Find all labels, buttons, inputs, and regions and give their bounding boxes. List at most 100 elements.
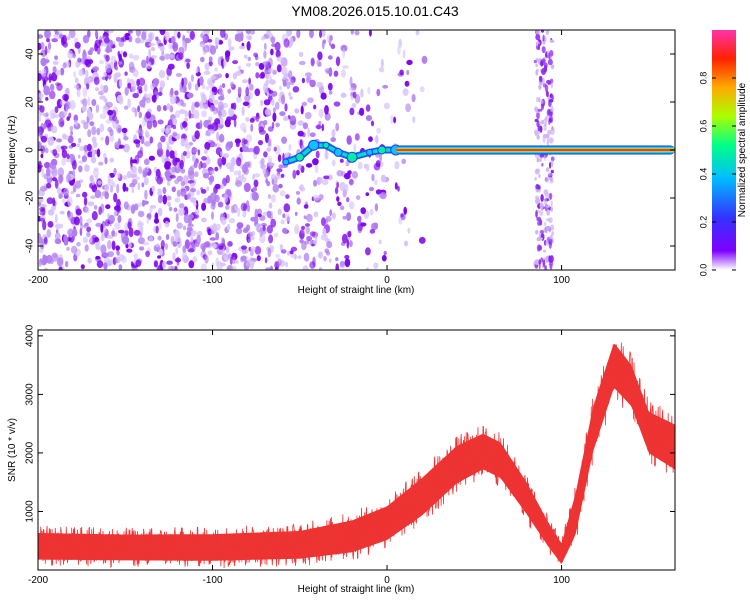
stripe-point — [545, 177, 549, 183]
noise-point — [298, 185, 303, 191]
stripe-point — [538, 84, 542, 90]
noise-point — [272, 107, 276, 113]
noise-point — [226, 116, 232, 122]
stripe-point — [543, 249, 547, 253]
noise-point — [249, 83, 254, 91]
noise-point — [144, 167, 148, 177]
noise-point — [114, 222, 121, 230]
noise-point — [58, 117, 65, 128]
noise-point — [217, 157, 223, 167]
noise-point — [262, 224, 266, 232]
noise-point — [215, 232, 220, 241]
spectral-line — [395, 145, 675, 155]
noise-point — [208, 56, 213, 63]
noise-point — [89, 236, 93, 244]
noise-point — [333, 101, 341, 107]
noise-point — [207, 39, 213, 43]
noise-point — [249, 118, 255, 123]
noise-point — [166, 180, 171, 187]
noise-point — [77, 62, 81, 66]
stripe-point — [534, 177, 537, 181]
snr-panel: -200 -100 0 100 1000 2000 3000 4000 Height of s… — [7, 324, 676, 595]
noise-point — [266, 30, 271, 37]
noise-point — [230, 103, 234, 109]
noise-point — [381, 254, 387, 262]
noise-point — [142, 241, 150, 246]
noise-point — [250, 246, 256, 252]
snr-y-axis-label: SNR (10 * v/v) — [7, 418, 18, 482]
noise-point — [172, 42, 179, 52]
noise-point — [365, 192, 370, 197]
noise-point — [128, 241, 132, 249]
noise-point — [309, 30, 314, 39]
noise-point — [336, 196, 340, 202]
noise-point — [121, 127, 128, 134]
noise-point — [83, 196, 88, 206]
ramp-blob — [308, 139, 320, 151]
noise-point — [335, 263, 339, 270]
noise-point — [71, 142, 77, 147]
noise-point — [113, 210, 118, 217]
stripe-point — [542, 135, 546, 144]
noise-point — [375, 160, 381, 168]
noise-point — [406, 59, 413, 66]
stripe-point — [535, 168, 540, 174]
noise-point — [326, 250, 331, 256]
noise-point — [52, 60, 59, 65]
noise-point — [383, 251, 387, 256]
noise-point — [201, 104, 209, 110]
noise-point — [193, 201, 197, 207]
noise-point — [277, 208, 282, 216]
snr-x-axis-label: Height of straight line (km) — [298, 584, 415, 595]
noise-point — [348, 178, 354, 186]
noise-point — [54, 106, 59, 114]
noise-point — [162, 186, 167, 195]
noise-point — [91, 211, 98, 221]
ramp-blob — [322, 141, 330, 149]
noise-point — [167, 266, 174, 270]
noise-point — [170, 36, 176, 44]
noise-point — [180, 180, 186, 187]
noise-point — [317, 51, 323, 61]
noise-point — [398, 38, 403, 48]
colorbar-ticks: 0.0 0.2 0.4 0.6 0.8 — [698, 72, 736, 276]
noise-point — [138, 166, 143, 175]
noise-point — [87, 257, 92, 264]
noise-point — [306, 76, 309, 84]
noise-point — [51, 252, 59, 262]
noise-point — [174, 197, 181, 203]
noise-point — [269, 265, 274, 270]
noise-point — [76, 241, 81, 247]
noise-point — [91, 178, 95, 186]
noise-point — [100, 244, 107, 255]
noise-point — [236, 222, 244, 229]
noise-point — [114, 72, 121, 78]
noise-point — [218, 243, 226, 248]
noise-point — [314, 164, 319, 174]
noise-point — [208, 176, 213, 181]
noise-point — [181, 77, 184, 88]
noise-point — [100, 223, 104, 233]
noise-point — [324, 150, 329, 160]
noise-point — [276, 64, 282, 73]
noise-point — [235, 206, 239, 211]
noise-point — [176, 222, 183, 229]
noise-point — [137, 182, 141, 191]
noise-point — [228, 107, 235, 117]
noise-point — [57, 167, 65, 177]
noise-point — [172, 124, 176, 130]
noise-point — [350, 30, 354, 35]
noise-point — [161, 128, 165, 133]
noise-point — [137, 202, 143, 207]
noise-point — [260, 36, 266, 41]
noise-point — [186, 30, 191, 34]
noise-point — [253, 52, 259, 58]
noise-point — [100, 84, 105, 92]
noise-point — [51, 38, 58, 43]
snr-x-tick-label: 0 — [384, 575, 390, 586]
noise-point — [46, 182, 52, 189]
noise-point — [204, 240, 211, 248]
noise-point — [201, 202, 207, 211]
noise-point — [355, 195, 361, 201]
noise-point — [98, 90, 104, 96]
